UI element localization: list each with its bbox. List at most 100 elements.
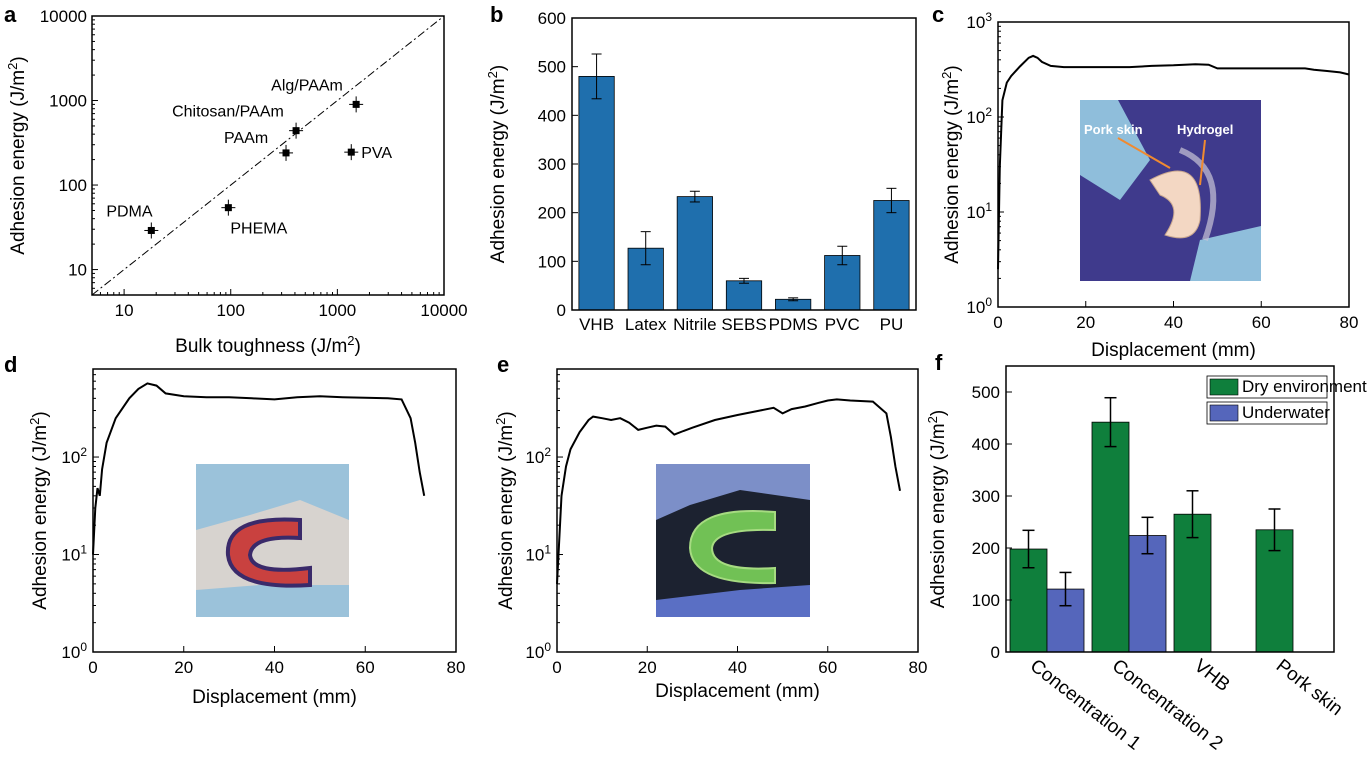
x-tick-label: PVC bbox=[825, 315, 860, 334]
data-point bbox=[224, 204, 232, 212]
y-tick-label: 200 bbox=[538, 204, 566, 223]
y-tick-label: 100 bbox=[61, 640, 87, 662]
legend-label: Dry environment bbox=[1242, 377, 1367, 396]
x-tick-label: 40 bbox=[1164, 313, 1183, 332]
x-tick-label: 0 bbox=[552, 658, 561, 677]
y-tick-label: 400 bbox=[972, 435, 1000, 454]
y-tick-label: 100 bbox=[525, 640, 551, 662]
x-tick-label: Pork skin bbox=[1272, 655, 1347, 720]
data-point bbox=[352, 100, 360, 108]
x-axis-label: Displacement (mm) bbox=[655, 681, 820, 702]
y-tick-label: 300 bbox=[538, 155, 566, 174]
x-tick-label: 20 bbox=[1076, 313, 1095, 332]
reference-line bbox=[91, 15, 445, 296]
bar bbox=[1091, 421, 1130, 653]
glove-shape bbox=[656, 464, 810, 520]
hydrogel-layer bbox=[1178, 147, 1217, 242]
y-tick-label: 103 bbox=[966, 10, 992, 32]
inset-label: Pork skin bbox=[1084, 122, 1143, 137]
x-tick-label: 80 bbox=[909, 658, 928, 677]
y-tick-label: 400 bbox=[538, 106, 566, 125]
point-label: PDMA bbox=[106, 203, 153, 220]
x-tick-label: 60 bbox=[356, 658, 375, 677]
y-axis-label: Adhesion energy (J/m2) bbox=[485, 65, 510, 263]
y-tick-label: 101 bbox=[966, 200, 992, 222]
y-tick-label: 300 bbox=[972, 487, 1000, 506]
x-tick-label: VHB bbox=[579, 315, 614, 334]
legend-label: Underwater bbox=[1242, 403, 1330, 422]
y-axis-label: Adhesion energy (J/m2) bbox=[939, 65, 964, 263]
point-label: Chitosan/PAAm bbox=[172, 104, 284, 121]
panel-a: a 10 10 100 100 1000 1000 10000 10000 PDMA PHEMA PA… bbox=[4, 2, 468, 357]
y-tick-label: 101 bbox=[61, 543, 87, 565]
x-tick-label: VHB bbox=[1190, 655, 1234, 696]
data-series-line bbox=[556, 398, 901, 584]
x-tick-label: 10000 bbox=[420, 301, 467, 320]
y-tick-label: 100 bbox=[59, 176, 87, 195]
y-tick-label: 200 bbox=[972, 539, 1000, 558]
x-tick-label: 80 bbox=[447, 658, 466, 677]
y-tick-label: 0 bbox=[557, 301, 566, 320]
y-axis-label: Adhesion energy (J/m2) bbox=[27, 411, 52, 609]
glove-shape bbox=[656, 585, 810, 617]
arrow bbox=[1199, 139, 1206, 186]
y-tick-label: 100 bbox=[966, 295, 992, 317]
x-tick-label: PU bbox=[880, 315, 904, 334]
x-tick-label: Latex bbox=[625, 315, 667, 334]
x-tick-label: SEBS bbox=[721, 315, 766, 334]
panel-label: b bbox=[490, 2, 503, 27]
panel-d: d 0 20 40 60 80 100 101 102 Adhesion energy (J/m2… bbox=[4, 352, 465, 708]
glove-shape bbox=[196, 464, 349, 530]
data-point bbox=[347, 148, 355, 156]
point-label: PAAm bbox=[224, 130, 268, 147]
y-tick-label: 102 bbox=[61, 445, 87, 467]
x-tick-label: 20 bbox=[638, 658, 657, 677]
bar bbox=[873, 200, 910, 311]
y-tick-label: 101 bbox=[525, 543, 551, 565]
plot-frame bbox=[571, 17, 917, 311]
x-tick-label: 0 bbox=[993, 313, 1002, 332]
data-point bbox=[147, 226, 155, 234]
y-tick-label: 500 bbox=[538, 58, 566, 77]
panel-b: b VHB Latex Nitrile SEBS PDMS PVC PU 0 100 200 300 4… bbox=[485, 2, 917, 334]
inset-photo bbox=[196, 464, 349, 617]
y-axis-label: Adhesion energy (J/m2) bbox=[5, 56, 30, 254]
point-label: PHEMA bbox=[230, 221, 287, 238]
panel-label: d bbox=[4, 352, 17, 377]
x-tick-label: 20 bbox=[174, 658, 193, 677]
x-tick-label: 10 bbox=[115, 301, 134, 320]
panel-label: e bbox=[497, 352, 509, 377]
data-series-line bbox=[997, 54, 1350, 270]
inset-photo bbox=[656, 464, 810, 617]
data-series-line bbox=[92, 382, 426, 555]
panel-label: c bbox=[932, 2, 944, 27]
y-tick-label: 500 bbox=[972, 383, 1000, 402]
arrow bbox=[1117, 137, 1171, 169]
panel-e: e 0 20 40 60 80 100 101 102 Adhesion energy (J/m2… bbox=[493, 352, 928, 702]
y-tick-label: 600 bbox=[538, 9, 566, 28]
panel-c: c Pork skin Hydrogel 0 20 40 60 80 100 101 102 103 A… bbox=[932, 2, 1358, 361]
glove-shape bbox=[196, 585, 349, 617]
x-tick-label: 40 bbox=[728, 658, 747, 677]
x-tick-label: 40 bbox=[265, 658, 284, 677]
x-axis-label: Displacement (mm) bbox=[1091, 340, 1256, 361]
hydrogel-sample bbox=[688, 510, 776, 585]
x-tick-label: 60 bbox=[818, 658, 837, 677]
x-tick-label: 0 bbox=[88, 658, 97, 677]
y-tick-label: 102 bbox=[525, 445, 551, 467]
legend-swatch bbox=[1209, 378, 1239, 396]
x-tick-label: 80 bbox=[1340, 313, 1359, 332]
glove-shape bbox=[1080, 100, 1150, 200]
x-tick-label: 60 bbox=[1252, 313, 1271, 332]
plot-frame bbox=[1005, 365, 1335, 653]
y-axis-label: Adhesion energy (J/m2) bbox=[493, 411, 518, 609]
inset-label: Hydrogel bbox=[1177, 122, 1233, 137]
y-tick-label: 10000 bbox=[40, 7, 87, 26]
inset-photo: Pork skin Hydrogel bbox=[1080, 100, 1261, 281]
pork-skin-sample bbox=[1149, 170, 1201, 239]
legend-swatch bbox=[1209, 404, 1239, 422]
panel-label: a bbox=[4, 2, 17, 27]
y-tick-label: 100 bbox=[972, 591, 1000, 610]
x-axis-label: Displacement (mm) bbox=[192, 687, 357, 708]
